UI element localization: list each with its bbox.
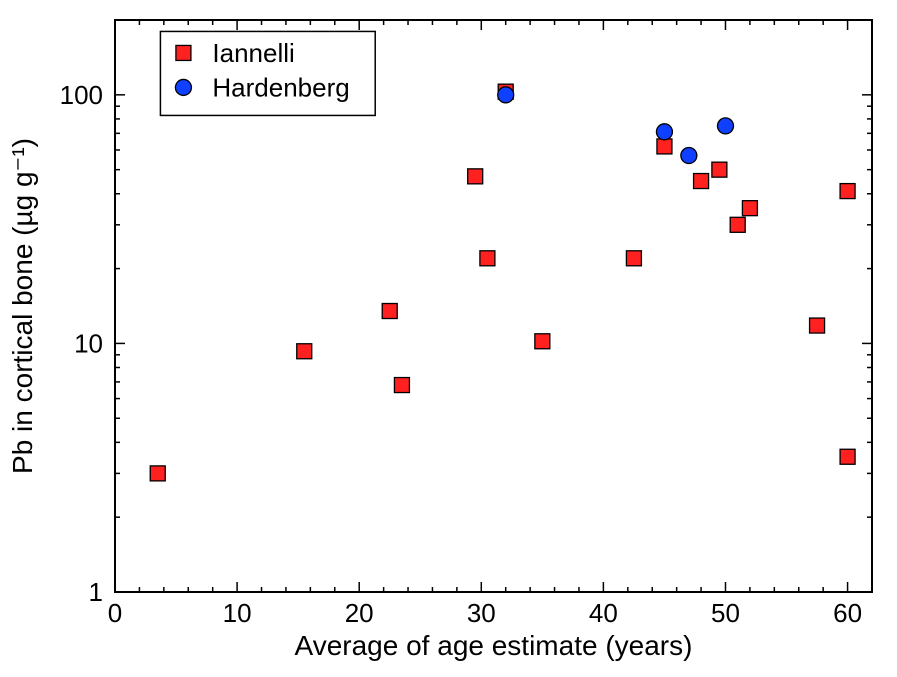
- y-tick-label: 100: [60, 80, 103, 110]
- x-tick-label: 30: [467, 598, 496, 628]
- x-tick-label: 40: [589, 598, 618, 628]
- y-tick-label: 10: [74, 328, 103, 358]
- scatter-chart: 0 10 20 30 40 50 60 Average of age estimate (ye…: [0, 0, 897, 677]
- legend-item-label: Hardenberg: [212, 73, 349, 103]
- x-tick-label: 50: [711, 598, 740, 628]
- legend: Iannelli Hardenberg: [160, 31, 375, 115]
- x-tick-label: 10: [223, 598, 252, 628]
- y-axis-label: Pb in cortical bone (µg g⁻¹): [7, 138, 38, 474]
- x-tick-label: 0: [108, 598, 122, 628]
- legend-item-label: Iannelli: [212, 38, 294, 68]
- x-tick-label: 60: [833, 598, 862, 628]
- x-axis-label: Average of age estimate (years): [295, 630, 693, 661]
- x-tick-label: 20: [345, 598, 374, 628]
- y-tick-label: 1: [89, 577, 103, 607]
